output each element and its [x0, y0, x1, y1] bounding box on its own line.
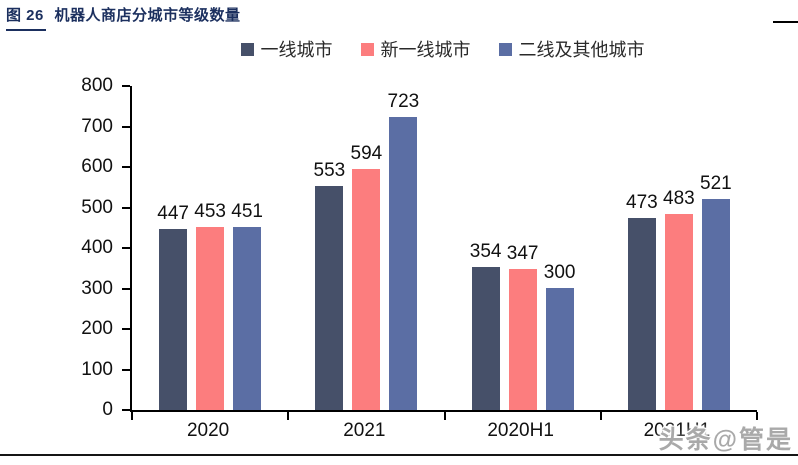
bar-一线城市-2020H1	[471, 267, 500, 410]
x-axis-tick	[443, 412, 446, 420]
bar-value-label: 354	[469, 241, 502, 262]
figure-title: 图 26 机器人商店分城市等级数量	[6, 4, 241, 31]
y-axis-tick-label: 700	[81, 115, 113, 137]
y-axis-tick-label: 600	[81, 156, 113, 177]
bar-value-label: 483	[663, 188, 695, 209]
y-axis-tick-label: 300	[81, 277, 113, 299]
bar-二线及其他城市-2020	[233, 227, 262, 410]
figure-number: 图 26	[6, 4, 46, 31]
bar-二线及其他城市-2021	[389, 117, 418, 410]
x-axis-tick	[131, 412, 133, 420]
legend-marker-icon	[360, 42, 374, 56]
chart-plot-area: 447 453 451 553 594 723 354 347 300 473 483 521	[122, 85, 758, 420]
bar-二线及其他城市-2020H1	[545, 288, 574, 410]
y-axis-tick-label: 100	[81, 358, 113, 380]
x-axis-category-label: 2021H1	[643, 420, 711, 441]
y-axis-tick	[122, 206, 130, 209]
bar-一线城市-2021	[315, 186, 344, 410]
legend-marker-icon	[498, 42, 512, 56]
legend-item-一线城市: 一线城市	[240, 36, 333, 62]
legend-item-二线及其他城市: 二线及其他城市	[498, 36, 645, 62]
watermark: 头条@管是	[658, 426, 793, 454]
y-axis-tick-label: 500	[81, 196, 113, 218]
legend-marker-icon	[240, 42, 254, 56]
bar-value-label: 723	[387, 91, 420, 112]
bar-value-label: 521	[700, 173, 732, 194]
x-axis-tick	[756, 412, 758, 420]
y-axis-tick	[122, 125, 130, 128]
y-axis-tick	[122, 166, 130, 168]
legend-label: 新一线城市	[380, 40, 471, 60]
x-axis-category-label: 2020	[186, 420, 230, 441]
y-axis-tick-label: 200	[81, 318, 113, 339]
bar-value-label: 451	[231, 201, 263, 222]
bar-value-label: 453	[194, 201, 226, 222]
legend-label: 二线及其他城市	[518, 40, 645, 60]
bar-value-label: 473	[626, 192, 658, 213]
bar-二线及其他城市-2021H1	[701, 199, 730, 410]
bar-一线城市-2020	[159, 229, 188, 410]
y-axis-tick	[122, 409, 130, 411]
bottom-rule	[0, 454, 798, 456]
header-rule-fragment	[773, 21, 798, 23]
legend-item-新一线城市: 新一线城市	[360, 36, 471, 62]
bar-value-label: 447	[157, 203, 189, 224]
bar-value-label: 594	[350, 143, 383, 164]
x-axis-category-label: 2020H1	[487, 420, 554, 441]
bar-value-label: 553	[313, 160, 346, 181]
x-axis-tick	[287, 412, 290, 420]
bar-一线城市-2021H1	[627, 218, 656, 410]
y-axis-tick	[122, 85, 130, 87]
x-axis-category-label: 2021	[343, 420, 386, 441]
y-axis-tick-label: 0	[102, 399, 113, 420]
y-axis-tick	[122, 247, 130, 249]
legend-label: 一线城市	[260, 40, 333, 60]
y-axis-tick-label: 800	[81, 75, 113, 96]
bar-value-label: 347	[506, 243, 539, 264]
bar-新一线城市-2020H1	[508, 269, 537, 410]
chart-legend: 一线城市 新一线城市 二线及其他城市	[130, 36, 755, 62]
figure-title-text: 机器人商店分城市等级数量	[54, 7, 241, 24]
y-axis-tick	[122, 368, 130, 371]
y-axis-tick-label: 400	[81, 237, 113, 258]
bar-value-label: 300	[543, 262, 576, 283]
bar-新一线城市-2021H1	[664, 214, 693, 410]
x-axis-tick	[599, 412, 602, 420]
bar-新一线城市-2021	[352, 169, 381, 410]
y-axis-tick	[122, 328, 130, 330]
y-axis-tick	[122, 287, 130, 290]
bar-新一线城市-2020	[196, 227, 225, 410]
